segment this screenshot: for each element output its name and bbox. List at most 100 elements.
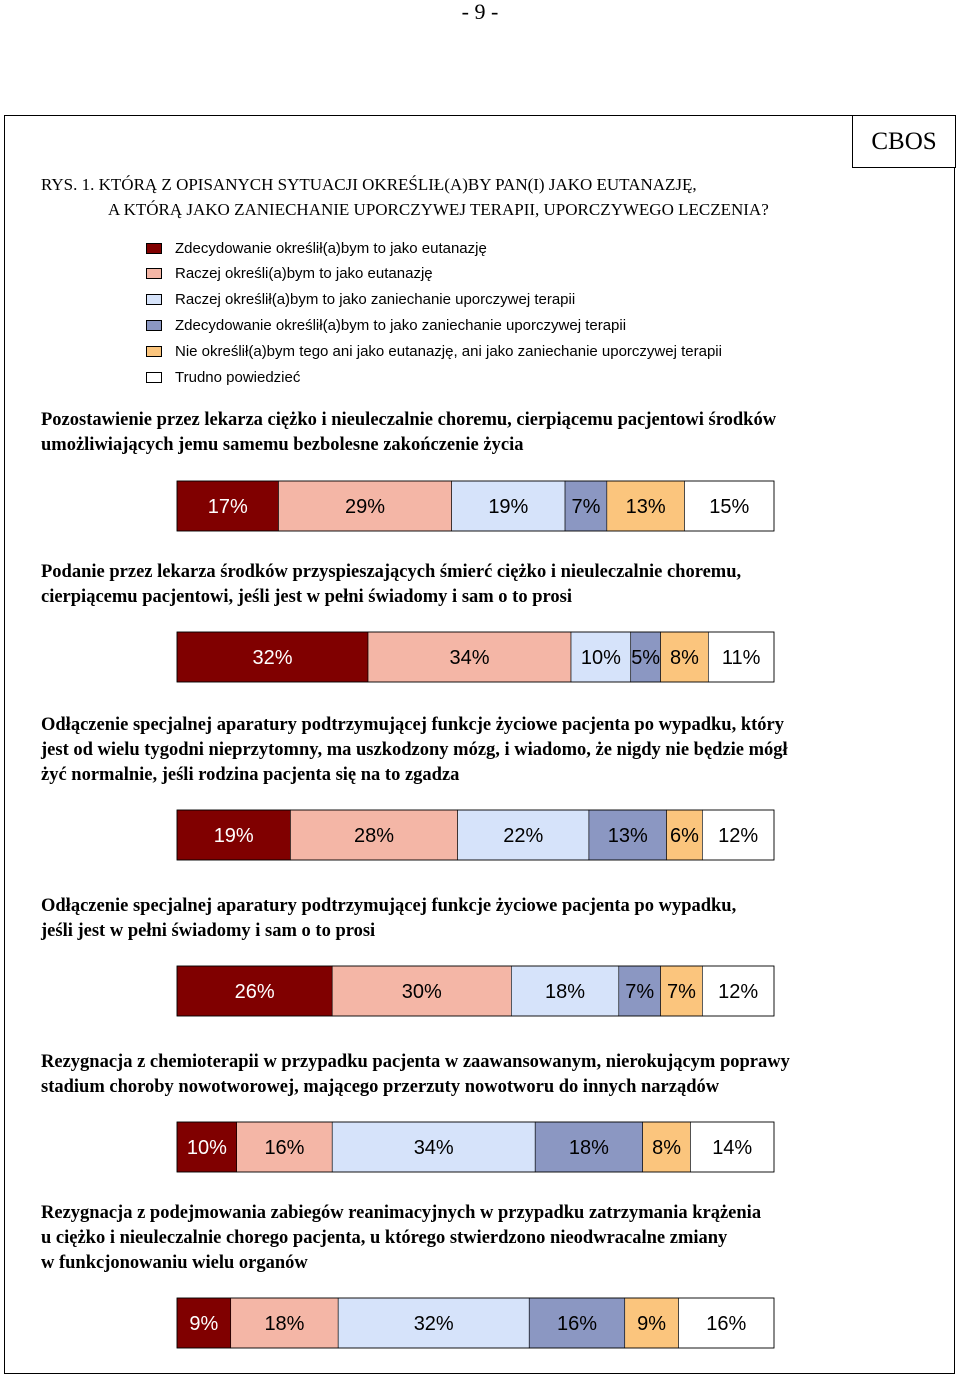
bar-segment (702, 965, 775, 1017)
bar-value-label: 18% (264, 1313, 304, 1335)
question-line: w funkcjonowaniu wielu organów (41, 1253, 308, 1273)
bar-outline (176, 631, 775, 683)
bar-value-label: 10% (581, 647, 621, 669)
legend-label: Zdecydowanie określił(a)bym to jako zani… (175, 316, 627, 334)
question-text: Rezygnacja z podejmowania zabiegów reani… (41, 1201, 761, 1276)
bar-value-label: 12% (718, 825, 758, 847)
bar-value-label: 10% (187, 1137, 227, 1159)
bar-value-label: 9% (637, 1313, 666, 1335)
bar-segment (702, 809, 775, 861)
bar-segment (534, 1121, 643, 1173)
question-line: Odłączenie specjalnej aparatury podtrzym… (41, 896, 737, 916)
bar-value-label: 16% (264, 1137, 304, 1159)
question-line: jeśli jest w pełni świadomy i sam o to p… (41, 921, 376, 941)
bar-value-label: 30% (402, 981, 442, 1003)
bar-segment (457, 809, 590, 861)
bar-segment (606, 480, 685, 532)
bar-segment (331, 1121, 536, 1173)
bar-row: 10% 16% 34% 18% 8% 14% (176, 1121, 775, 1173)
question-line: u ciężko i nieuleczalnie chorego pacjent… (41, 1228, 728, 1248)
bar-value-label: 18% (569, 1137, 609, 1159)
legend-item: Raczej określi(a)bym to jako eutanazję (146, 261, 433, 287)
bar-value-label: 15% (709, 496, 749, 518)
bar-value-label: 17% (208, 496, 248, 518)
bar-outline (176, 809, 775, 861)
legend-label: Nie określił(a)bym tego ani jako eutanaz… (175, 342, 722, 360)
bar-segment (570, 631, 632, 683)
legend-item: Trudno powiedzieć (146, 364, 300, 390)
bar-segment (630, 631, 661, 683)
legend-label: Zdecydowanie określił(a)bym to jako euta… (175, 239, 487, 257)
bar-value-label: 7% (667, 981, 696, 1003)
bar-outline (176, 480, 775, 532)
question-line: stadium choroby nowotworowej, mającego p… (41, 1077, 720, 1097)
question-line: Rezygnacja z podejmowania zabiegów reani… (41, 1203, 762, 1223)
legend-item: Raczej określił(a)bym to jako zaniechani… (146, 287, 575, 313)
bar-value-label: 13% (626, 496, 666, 518)
bar-outline (176, 1121, 775, 1173)
bar-segment (337, 1297, 530, 1349)
legend-item: Nie określił(a)bym tego ani jako eutanaz… (146, 338, 722, 364)
bar-value-label: 9% (189, 1313, 218, 1335)
bar-segment (588, 809, 667, 861)
bar-value-label: 18% (545, 981, 585, 1003)
bar-segment (176, 1121, 238, 1173)
bar-segment (451, 480, 566, 532)
bar-segment (230, 1297, 339, 1349)
bar-value-label: 32% (253, 647, 293, 669)
bar-row: 32% 34% 10% 5% 8% 11% (176, 631, 775, 683)
bar-segment (278, 480, 452, 532)
bar-row: 26% 30% 18% 7% 7% 12% (176, 965, 775, 1017)
bar-segment (367, 631, 572, 683)
legend-label: Trudno powiedzieć (175, 368, 301, 386)
bar-value-label: 16% (706, 1313, 746, 1335)
bar-outline (176, 965, 775, 1017)
legend-item: Zdecydowanie określił(a)bym to jako euta… (146, 235, 487, 261)
publisher-logo: CBOS (852, 115, 956, 168)
question-line: Pozostawienie przez lekarza ciężko i nie… (41, 410, 777, 430)
bar-value-label: 34% (414, 1137, 454, 1159)
bar-segment (690, 1121, 775, 1173)
bar-segment (511, 965, 620, 1017)
bar-value-label: 19% (488, 496, 528, 518)
question-line: Odłączenie specjalnej aparatury podtrzym… (41, 715, 785, 735)
legend-item: Zdecydowanie określił(a)bym to jako zani… (146, 312, 626, 338)
legend-swatch (146, 242, 162, 254)
bar-outline (176, 1297, 775, 1349)
bar-value-label: 26% (235, 981, 275, 1003)
question-line: umożliwiających jemu samemu bezbolesne z… (41, 435, 524, 455)
bar-value-label: 19% (214, 825, 254, 847)
bar-value-label: 5% (631, 647, 660, 669)
page-number: - 9 - (461, 0, 499, 24)
question-text: Rezygnacja z chemioterapii w przypadku p… (41, 1050, 790, 1100)
bar-segment (660, 631, 709, 683)
bar-row: 17% 29% 19% 7% 13% 15% (176, 480, 775, 532)
legend-swatch (146, 371, 162, 383)
question-text: Odłączenie specjalnej aparatury podtrzym… (41, 713, 788, 788)
question-line: jest od wielu tygodni nieprzytomny, ma u… (41, 740, 788, 760)
legend-swatch (146, 294, 162, 306)
bar-segment (528, 1297, 626, 1349)
bar-value-label: 29% (345, 496, 385, 518)
bar-value-label: 34% (450, 647, 490, 669)
bar-value-label: 32% (414, 1313, 454, 1335)
bar-value-label: 12% (718, 981, 758, 1003)
question-line: cierpiącemu pacjentowi, jeśli jest w peł… (41, 587, 572, 607)
bar-value-label: 7% (571, 496, 600, 518)
question-text: Odłączenie specjalnej aparatury podtrzym… (41, 894, 736, 944)
bar-value-label: 7% (625, 981, 654, 1003)
bar-value-label: 8% (652, 1137, 681, 1159)
legend-swatch (146, 319, 162, 331)
question-line: żyć normalnie, jeśli rodzina pacjenta si… (41, 765, 460, 785)
figure-frame (4, 115, 955, 1374)
bar-segment (684, 480, 775, 532)
legend-swatch (146, 345, 162, 357)
bar-value-label: 22% (503, 825, 543, 847)
legend-swatch (146, 268, 162, 280)
bar-segment (176, 809, 291, 861)
bar-row: 9% 18% 32% 16% 9% 16% (176, 1297, 775, 1349)
bar-segment (678, 1297, 775, 1349)
bar-value-label: 6% (670, 825, 699, 847)
legend-label: Raczej określi(a)bym to jako eutanazję (175, 265, 433, 283)
